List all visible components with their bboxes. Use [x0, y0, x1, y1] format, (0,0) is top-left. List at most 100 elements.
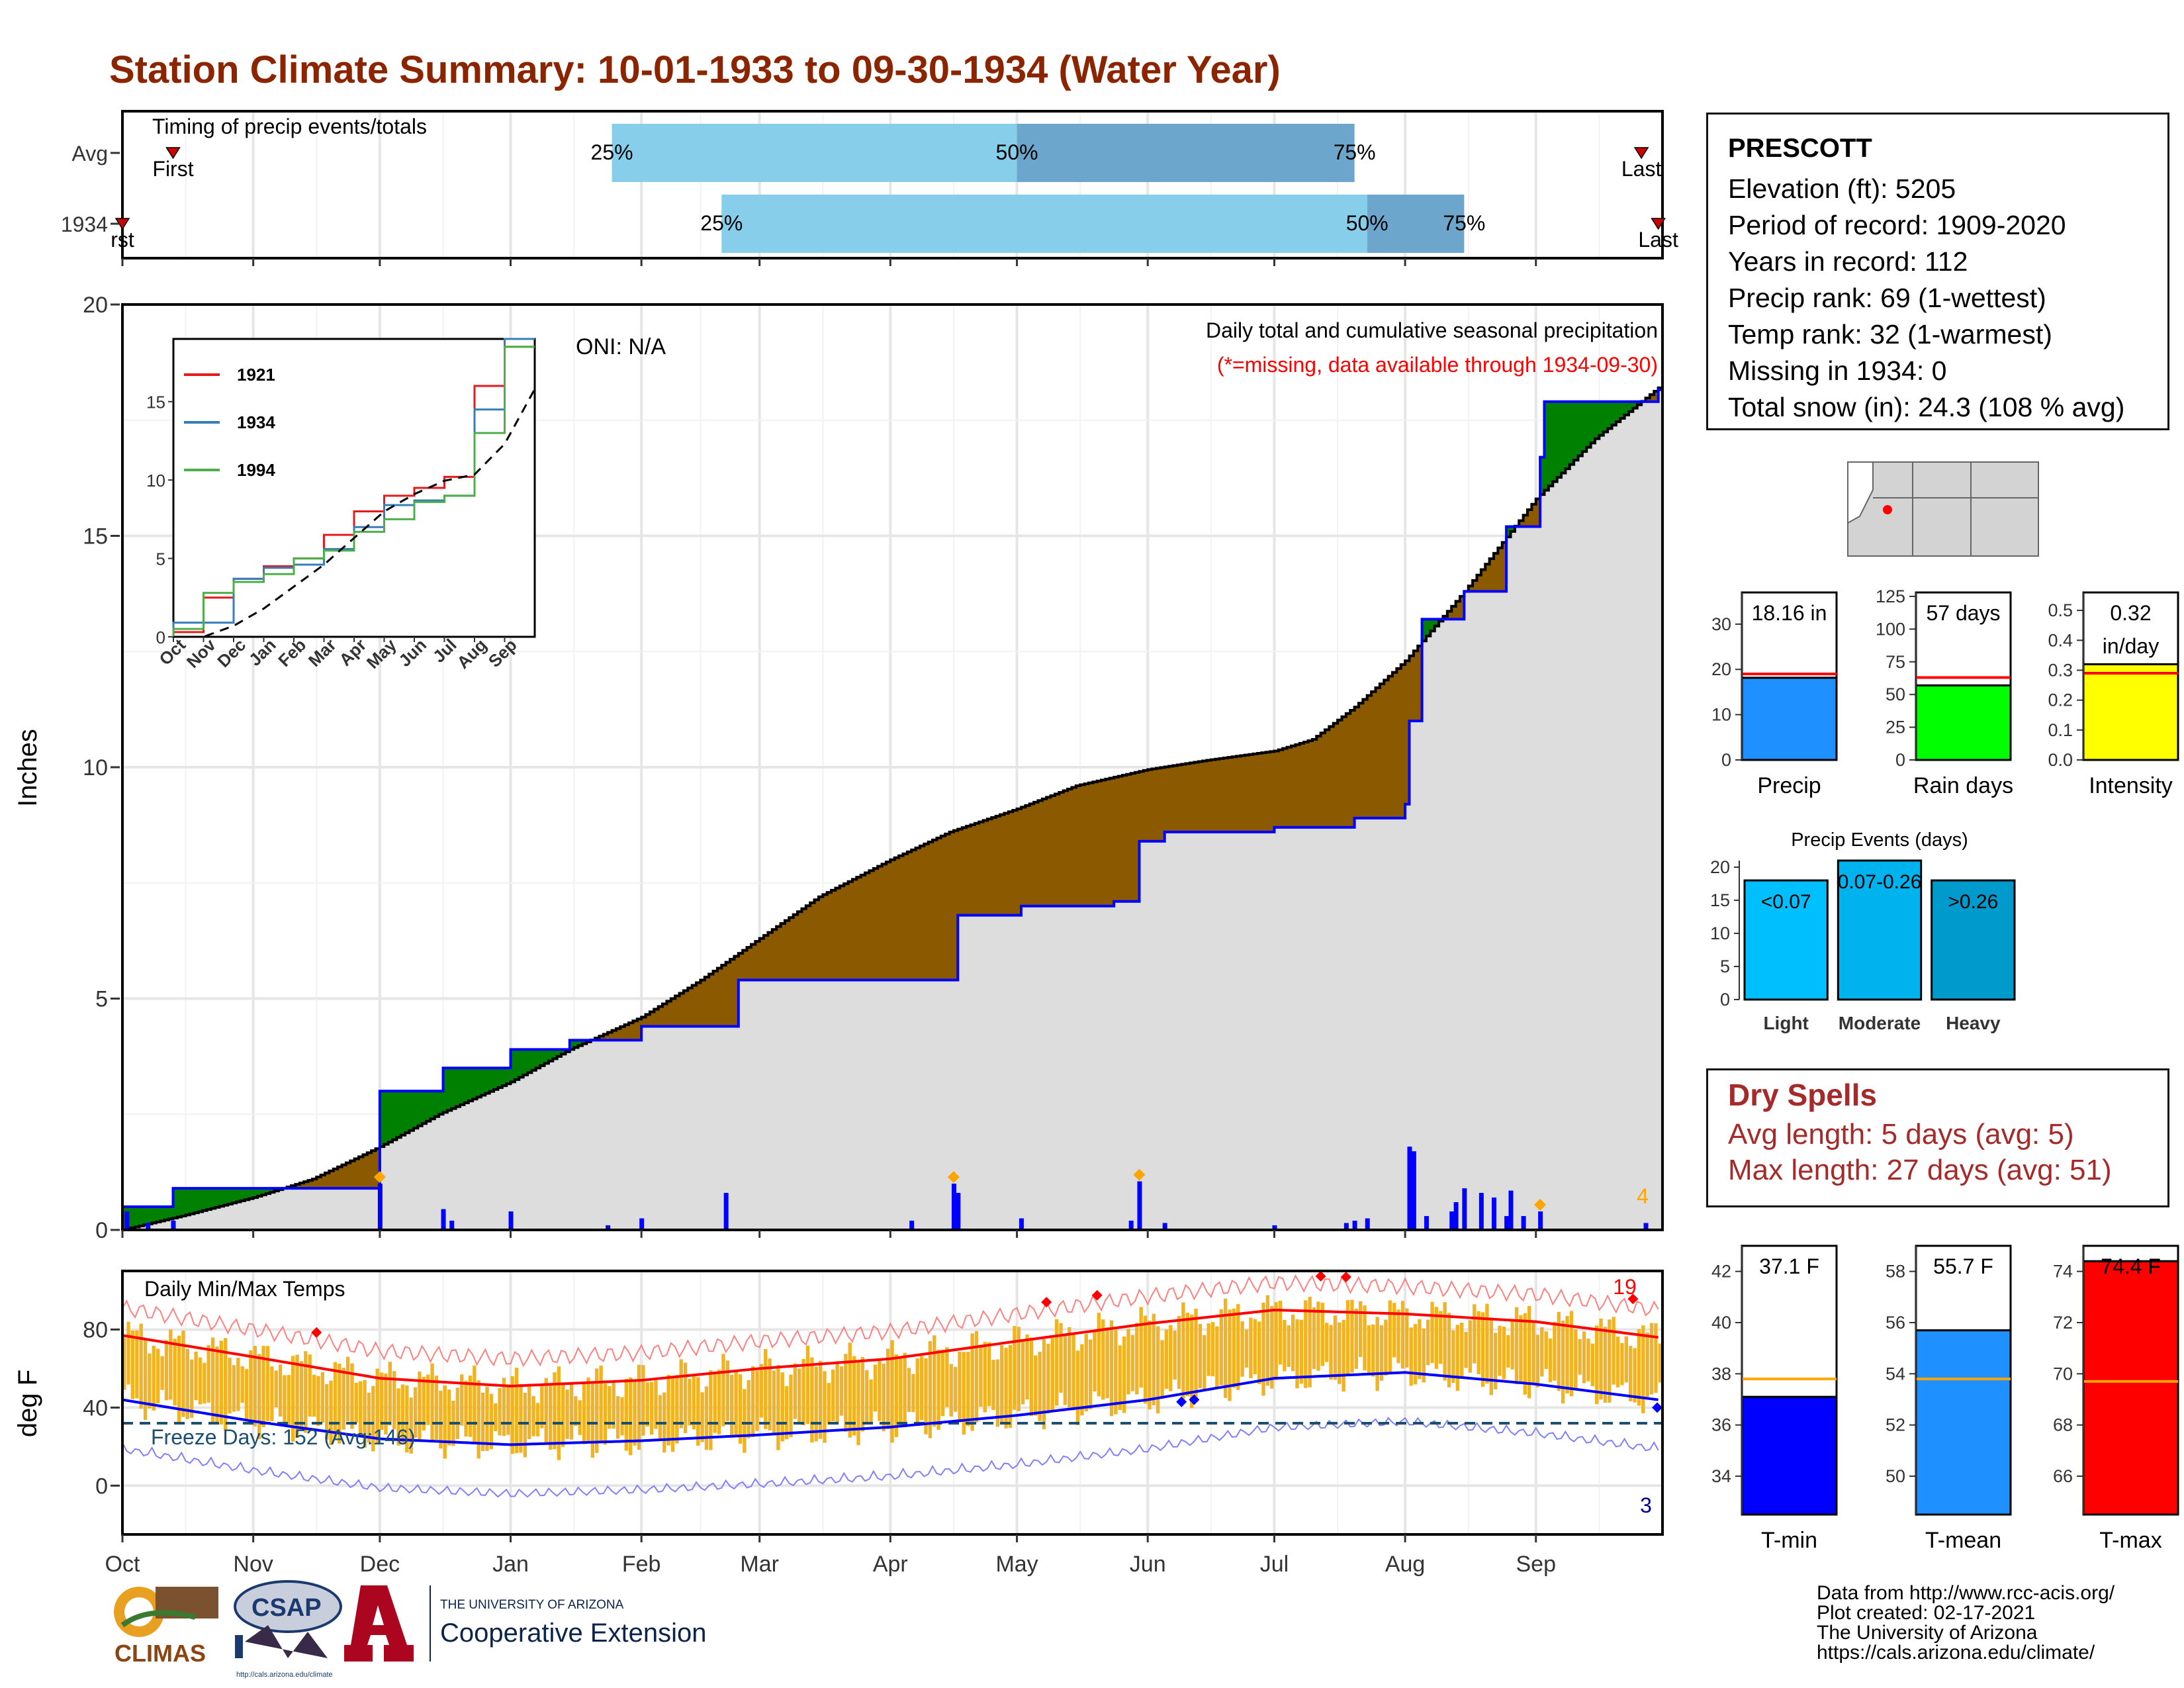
snow-marker — [1133, 1168, 1146, 1181]
below-avg-area — [316, 1177, 322, 1189]
daily-temp-bar — [1514, 1307, 1519, 1385]
daily-temp-bar — [1291, 1314, 1295, 1372]
above-avg-area — [257, 1188, 262, 1197]
below-avg-area — [363, 1154, 368, 1189]
daily-temp-bar — [751, 1366, 755, 1438]
daily-temp-bar — [970, 1333, 974, 1431]
daily-temp-bar — [1240, 1321, 1244, 1377]
above-avg-area — [531, 1049, 537, 1070]
daily-temp-bar — [738, 1374, 743, 1444]
rain-days-y-tick-label: 0 — [1895, 750, 1905, 770]
daily-temp-bar — [299, 1361, 304, 1430]
daily-precip-bar — [1479, 1193, 1484, 1230]
daily-temp-bar — [730, 1374, 734, 1438]
daily-temp-bar — [1084, 1333, 1088, 1412]
below-avg-area — [1312, 739, 1317, 827]
temp-y-axis-label: deg F — [13, 1370, 42, 1437]
daily-temp-bar — [379, 1372, 384, 1430]
above-avg-area — [194, 1188, 199, 1213]
daily-temp-bar — [911, 1374, 915, 1413]
daily-temp-bar — [1338, 1322, 1342, 1384]
above-avg-area — [489, 1068, 494, 1092]
temp-max-y-tick-label: 66 — [2053, 1466, 2073, 1486]
daily-temp-bar — [873, 1364, 878, 1412]
daily-temp-bar — [1042, 1339, 1046, 1430]
daily-temp-bar — [1574, 1329, 1578, 1389]
daily-temp-bar — [717, 1370, 721, 1434]
below-avg-area — [1189, 763, 1195, 832]
record-low-marker — [1189, 1394, 1200, 1405]
below-avg-area — [856, 877, 862, 980]
snow-marker — [1534, 1199, 1547, 1211]
daily-temp-bar — [1038, 1352, 1042, 1421]
daily-temp-bar — [704, 1386, 709, 1450]
daily-temp-bar — [1535, 1335, 1540, 1387]
below-avg-area — [1409, 655, 1414, 722]
above-avg-area — [265, 1188, 271, 1194]
daily-temp-bar — [354, 1382, 359, 1423]
above-avg-area — [198, 1188, 203, 1212]
daily-temp-bar — [839, 1366, 844, 1416]
below-avg-area — [966, 826, 972, 915]
below-avg-area — [1034, 802, 1039, 906]
daily-temp-bar — [126, 1321, 130, 1385]
above-avg-area — [156, 1207, 161, 1223]
daily-precip-bar — [1019, 1218, 1024, 1230]
daily-precip-bar — [1449, 1211, 1455, 1230]
daily-temp-bar — [405, 1385, 409, 1453]
below-avg-area — [375, 1149, 381, 1189]
rain-days-y-tick-label: 50 — [1886, 684, 1905, 704]
below-avg-area — [649, 1011, 655, 1027]
above-avg-area — [396, 1091, 402, 1138]
daily-temp-bar — [122, 1335, 126, 1390]
precip-total-y-tick-label: 10 — [1711, 705, 1731, 725]
above-avg-area — [540, 1049, 545, 1066]
above-avg-area — [1540, 457, 1545, 495]
daily-temp-bar — [506, 1384, 510, 1435]
daily-temp-bar — [1384, 1319, 1388, 1376]
below-avg-area — [662, 1004, 668, 1027]
daily-temp-bar — [1122, 1336, 1126, 1413]
daily-temp-bar — [1464, 1332, 1468, 1368]
daily-temp-bar — [852, 1356, 856, 1436]
below-avg-area — [780, 923, 786, 980]
above-avg-area — [405, 1091, 410, 1133]
below-avg-area — [1384, 680, 1389, 818]
above-avg-area — [1594, 401, 1600, 439]
below-avg-area — [818, 896, 823, 980]
daily-temp-bar — [1523, 1313, 1527, 1395]
daily-temp-bar — [831, 1369, 835, 1422]
daily-temp-bar — [1148, 1321, 1152, 1410]
above-avg-area — [409, 1091, 414, 1131]
daily-temp-bar — [1244, 1329, 1249, 1368]
daily-temp-bar — [422, 1376, 426, 1430]
precip-missing-note: (*=missing, data available through 1934-… — [1217, 353, 1658, 377]
daily-precip-bar — [1424, 1216, 1429, 1230]
month-label: Feb — [622, 1552, 661, 1577]
below-avg-area — [1088, 782, 1093, 906]
below-avg-area — [751, 944, 756, 980]
below-avg-area — [1000, 814, 1005, 915]
above-avg-area — [498, 1068, 503, 1088]
daily-temp-bar — [1114, 1329, 1118, 1415]
daily-temp-bar — [1654, 1323, 1658, 1393]
above-avg-area — [1426, 619, 1431, 636]
below-avg-area — [936, 837, 942, 980]
below-avg-area — [1400, 665, 1406, 818]
svg-text:CSAP: CSAP — [251, 1594, 322, 1622]
below-avg-area — [1232, 757, 1237, 832]
daily-temp-bar — [249, 1350, 253, 1425]
station-elevation: Elevation (ft): 5205 — [1728, 173, 1956, 204]
daily-temp-bar — [447, 1389, 451, 1446]
below-avg-area — [1531, 504, 1537, 527]
daily-temp-bar — [1557, 1311, 1561, 1391]
daily-temp-bar — [801, 1359, 805, 1426]
daily-temp-bar — [224, 1338, 228, 1431]
below-avg-area — [325, 1172, 330, 1189]
below-avg-area — [1287, 747, 1292, 827]
below-avg-area — [755, 941, 760, 980]
below-avg-area — [1485, 564, 1490, 592]
temp-y-tick-label: 0 — [95, 1474, 108, 1499]
daily-temp-bar — [1540, 1327, 1544, 1377]
daily-temp-bar — [480, 1392, 485, 1452]
